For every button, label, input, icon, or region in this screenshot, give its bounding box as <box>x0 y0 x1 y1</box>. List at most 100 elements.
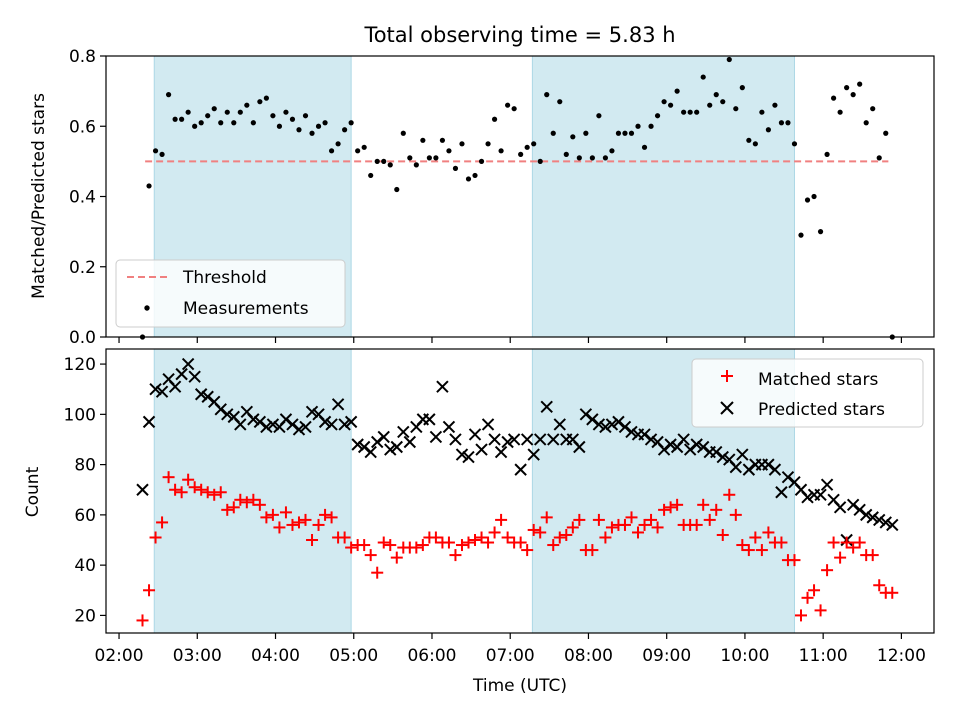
predicted-star-point <box>579 408 593 421</box>
measurement-point <box>511 106 517 112</box>
predicted-star-point <box>429 430 443 444</box>
measurement-point <box>426 155 432 161</box>
matched-star-point <box>234 493 247 506</box>
matched-star-point <box>723 488 736 501</box>
predicted-star-point <box>638 428 651 441</box>
measurement-point <box>394 186 400 193</box>
bottom-panel: 20 40 60 80 100 120 02:00 03:00 04:00 05:00 06:00… <box>23 348 935 696</box>
measurement-point <box>778 120 785 126</box>
measurement-point <box>759 109 765 115</box>
measurement-point <box>146 183 152 189</box>
measurement-point <box>231 120 237 126</box>
predicted-star-point <box>475 443 488 456</box>
matched-star-point <box>449 549 462 562</box>
predicted-star-point <box>716 450 729 464</box>
predicted-star-point <box>175 367 188 381</box>
measurement-point <box>315 123 322 129</box>
measurement-point <box>152 148 159 154</box>
predicted-star-point <box>442 420 456 434</box>
predicted-star-point <box>507 433 521 446</box>
predicted-star-point <box>820 478 834 491</box>
matched-star-point <box>410 541 423 554</box>
x-tick-label: 06:00 <box>407 646 456 666</box>
measurement-point <box>381 158 387 164</box>
matched-star-point <box>866 549 879 562</box>
predicted-star-point <box>696 440 710 454</box>
predicted-star-point <box>455 448 469 461</box>
top-x-ticks <box>118 337 903 343</box>
top-y-tick-label: 0.8 <box>69 47 96 67</box>
measurement-point <box>857 81 863 87</box>
measurement-point <box>674 88 680 94</box>
predicted-star-point <box>742 463 756 476</box>
matched-star-point <box>455 539 468 552</box>
predicted-star-point <box>397 425 410 439</box>
matched-star-point <box>279 506 292 519</box>
measurement-point <box>322 120 328 126</box>
measurement-point <box>824 151 830 157</box>
matched-star-point <box>834 551 847 564</box>
top-y-tick-label: 0.6 <box>69 117 96 137</box>
matched-star-point <box>664 501 677 514</box>
matched-star-point <box>794 609 807 622</box>
x-tick-label: 05:00 <box>329 646 378 666</box>
matched-star-point <box>345 541 358 554</box>
top-y-tick-label: 0.2 <box>69 258 96 278</box>
matched-star-point <box>501 531 514 544</box>
measurement-point <box>694 109 700 115</box>
matched-star-point <box>690 518 703 531</box>
measurement-point <box>681 109 687 115</box>
matched-star-point <box>475 531 488 544</box>
measurement-point <box>387 162 393 168</box>
matched-star-point <box>312 518 325 531</box>
measurement-point <box>244 102 250 108</box>
measurement-point <box>589 155 595 161</box>
legend-measurements-label: Measurements <box>183 299 309 319</box>
matched-star-point <box>527 523 540 536</box>
predicted-star-point <box>331 398 345 411</box>
measurement-point <box>557 99 563 105</box>
predicted-star-point <box>501 435 514 449</box>
measurement-point <box>237 109 243 115</box>
measurement-point <box>876 155 882 161</box>
predicted-star-point <box>384 443 397 456</box>
predicted-star-point <box>814 488 827 501</box>
matched-star-point <box>651 521 664 534</box>
measurement-point <box>355 148 361 154</box>
predicted-star-point <box>279 413 293 426</box>
matched-star-point <box>873 579 886 592</box>
measurement-point <box>576 155 582 161</box>
predicted-star-point <box>886 518 899 532</box>
predicted-star-point <box>364 445 377 459</box>
measurement-point <box>863 120 869 126</box>
matched-star-point <box>488 526 501 539</box>
measurement-point <box>687 109 693 115</box>
predicted-star-point <box>527 448 540 461</box>
predicted-star-point <box>292 423 306 436</box>
measurement-point <box>433 155 439 161</box>
measurement-point <box>439 137 446 143</box>
matched-star-point <box>442 536 455 549</box>
x-tick-label: 04:00 <box>251 646 300 666</box>
measurement-point <box>296 127 302 133</box>
predicted-star-point <box>462 450 475 464</box>
matched-star-point <box>599 531 612 544</box>
measurement-point <box>804 197 811 203</box>
predicted-star-point <box>612 415 625 429</box>
measurement-point <box>413 162 419 168</box>
predicted-star-point <box>599 420 612 434</box>
predicted-star-point <box>181 357 195 371</box>
matched-star-point <box>221 503 234 516</box>
x-axis-label: Time (UTC) <box>472 676 567 696</box>
predicted-star-point <box>866 511 879 524</box>
matched-star-point <box>175 486 188 499</box>
matched-star-point <box>540 511 553 524</box>
predicted-star-point <box>260 420 273 434</box>
matched-star-point <box>671 498 684 511</box>
measurement-point <box>844 85 850 91</box>
top-y-axis-label: Matched/Predicted stars <box>29 93 49 299</box>
matched-star-point <box>566 521 579 534</box>
matched-star-point <box>325 511 338 524</box>
measurement-point <box>374 158 380 164</box>
